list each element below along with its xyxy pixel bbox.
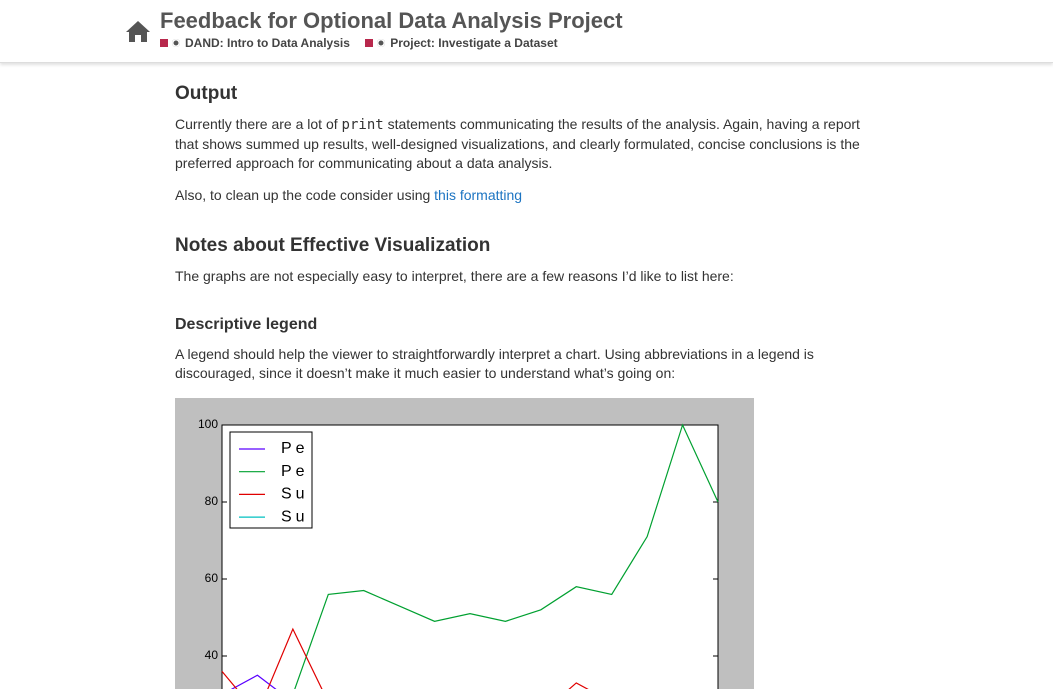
paragraph: Currently there are a lot of print state…: [175, 115, 875, 173]
y-tick-label: 100: [198, 417, 218, 431]
breadcrumbs: DAND: Intro to Data Analysis Project: In…: [160, 36, 570, 50]
y-tick-label: 40: [205, 648, 219, 662]
legend-label: Pe: [281, 463, 309, 480]
section-heading: Output: [175, 83, 238, 104]
data-line: [294, 423, 719, 689]
paragraph: Also, to clean up the code consider usin…: [175, 186, 875, 205]
page-title: Feedback for Optional Data Analysis Proj…: [160, 8, 623, 33]
home-icon[interactable]: [125, 20, 151, 43]
legend-label: Pe: [281, 440, 309, 457]
figure: 40 60 80 100 Pe Pe Su Su: [175, 398, 754, 689]
legend-label: Su: [281, 486, 309, 503]
subsection-heading: Descriptive legend: [175, 316, 318, 333]
text: Also, to clean up the code consider usin…: [175, 187, 435, 203]
legend-box: [229, 431, 313, 529]
text: Currently there are a lot of: [175, 116, 342, 132]
breadcrumb[interactable]: DAND: Intro to Data Analysis: [185, 36, 350, 50]
paragraph: A legend should help the viewer to strai…: [175, 346, 814, 381]
header: Feedback for Optional Data Analysis Proj…: [0, 0, 1053, 63]
section-heading: Notes about Effective Visualization: [175, 235, 491, 256]
breadcrumb[interactable]: Project: Investigate a Dataset: [390, 36, 558, 50]
text: statements communicating the results of …: [175, 116, 860, 171]
inline-code: print: [341, 117, 384, 133]
y-tick-label: 60: [205, 571, 219, 585]
link[interactable]: this formatting: [434, 187, 523, 203]
paragraph: The graphs are not especially easy to in…: [175, 268, 734, 284]
legend-label: Su: [281, 508, 309, 525]
y-tick-label: 80: [205, 494, 219, 508]
data-line: [221, 627, 589, 689]
